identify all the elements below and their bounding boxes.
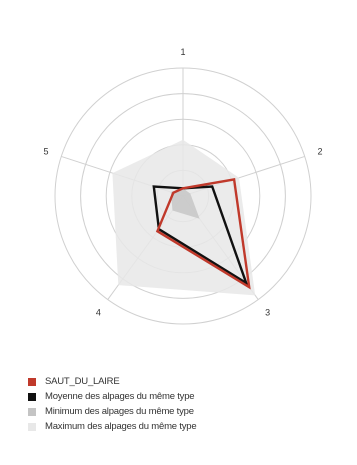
axis-labels: 1 2 3 4 5 <box>43 47 322 318</box>
legend-item-max: Maximum des alpages du même type <box>28 419 197 434</box>
axis-label-1: 1 <box>180 47 185 57</box>
series-line-saut-du-laire <box>155 178 251 290</box>
legend-swatch <box>28 422 36 431</box>
series-area-minimum <box>170 188 200 219</box>
axis-label-4: 4 <box>96 308 101 318</box>
legend-label: SAUT_DU_LAIRE <box>45 376 120 387</box>
legend-label: Maximum des alpages du même type <box>45 421 197 432</box>
legend-swatch <box>28 377 36 386</box>
legend-swatch <box>28 407 36 416</box>
legend-label: Minimum des alpages du même type <box>45 406 194 417</box>
axis-label-3: 3 <box>265 308 270 318</box>
series-area-maximum <box>112 139 256 296</box>
radar-areas <box>112 139 256 296</box>
legend-swatch <box>28 392 36 401</box>
legend-label: Moyenne des alpages du même type <box>45 391 195 402</box>
axis-label-5: 5 <box>43 147 48 157</box>
axis-label-2: 2 <box>317 147 322 157</box>
legend-item-mean: Moyenne des alpages du même type <box>28 389 196 404</box>
legend-item-site: SAUT_DU_LAIRE <box>28 374 196 389</box>
radar-chart: 1 2 3 4 5 <box>43 47 323 325</box>
radar-lines <box>152 178 251 290</box>
legend: SAUT_DU_LAIRE Moyenne des alpages du mêm… <box>28 374 197 434</box>
legend-item-min: Minimum des alpages du même type <box>28 404 196 419</box>
series-line-moyenne <box>152 185 249 286</box>
